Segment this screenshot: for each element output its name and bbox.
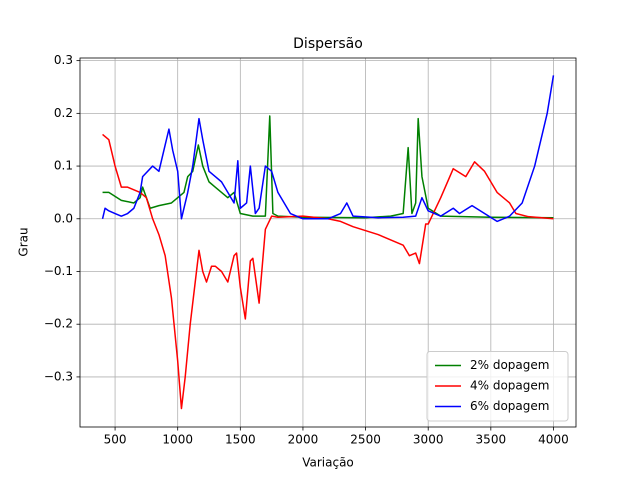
y-tick-label: 0.0	[54, 211, 73, 225]
x-tick-label: 2500	[350, 433, 381, 447]
legend-label: 2% dopagem	[470, 358, 549, 372]
legend-label: 6% dopagem	[470, 399, 549, 413]
y-tick-label: −0.2	[44, 317, 73, 331]
x-tick-label: 500	[104, 433, 127, 447]
y-tick-label: 0.2	[54, 106, 73, 120]
legend-box	[426, 351, 569, 422]
data-line	[102, 115, 554, 219]
data-line	[101, 75, 555, 223]
x-tick-label: 1500	[225, 433, 256, 447]
y-tick-label: −0.1	[44, 264, 73, 278]
legend-label: 4% dopagem	[470, 379, 549, 393]
y-axis-label: Grau	[17, 227, 31, 256]
chart-title: Dispersão	[293, 36, 363, 52]
x-tick-label: 4000	[538, 433, 569, 447]
x-tick-label: 3000	[413, 433, 444, 447]
x-tick-label: 3500	[476, 433, 507, 447]
y-tick-label: −0.3	[44, 369, 73, 383]
y-tick-label: 0.3	[54, 53, 73, 67]
y-tick-label: 0.1	[54, 159, 73, 173]
x-tick-label: 2000	[288, 433, 319, 447]
x-tick-label: 1000	[162, 433, 193, 447]
data-line	[102, 133, 554, 410]
x-axis-label: Variação	[302, 456, 354, 470]
plot-frame	[79, 57, 577, 428]
